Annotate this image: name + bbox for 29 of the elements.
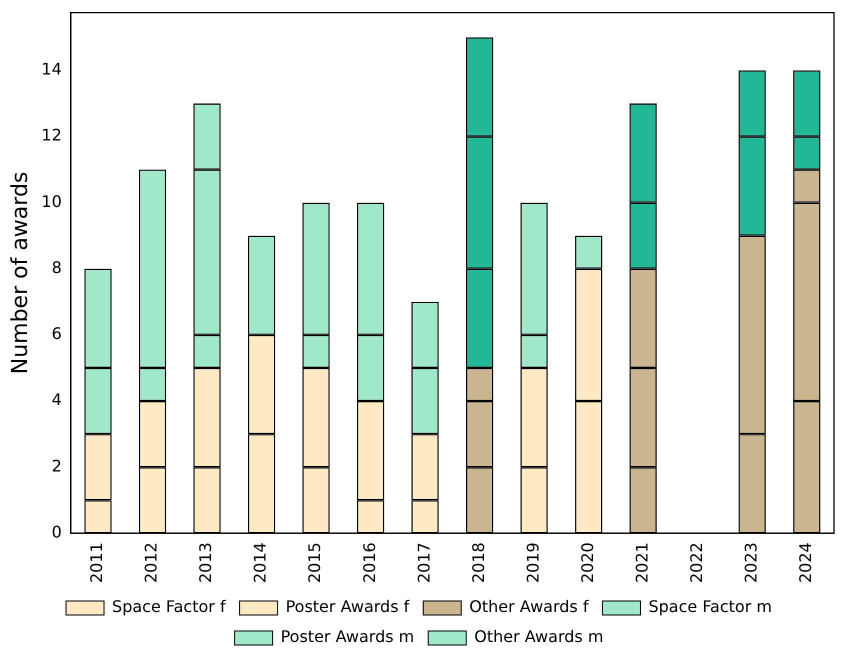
- x-tick-label: 2024: [796, 542, 815, 583]
- x-tick-label: 2013: [196, 542, 216, 583]
- y-tick-label: 2: [52, 456, 62, 476]
- y-tick-label: 6: [52, 324, 62, 344]
- legend-label: Poster Awards f: [286, 597, 410, 616]
- y-tick-label: 4: [52, 390, 62, 410]
- legend-label: Space Factor f: [112, 597, 226, 616]
- y-tick-label: 14: [41, 60, 62, 79]
- y-tick-label: 12: [41, 126, 62, 145]
- y-tick-label: 0: [52, 522, 62, 542]
- legend-label: Poster Awards m: [280, 627, 414, 646]
- x-tick-label: 2017: [414, 542, 434, 583]
- x-tick-label: 2011: [87, 542, 106, 583]
- x-tick-label: 2022: [686, 542, 706, 583]
- x-tick-label: 2023: [741, 542, 760, 583]
- y-axis-title: Number of awards: [8, 172, 33, 374]
- legend-label: Space Factor m: [648, 597, 772, 616]
- y-tick-label: 10: [41, 192, 62, 211]
- x-tick-label: 2019: [523, 542, 542, 583]
- x-tick-label: 2016: [360, 542, 379, 583]
- x-tick-label: 2021: [632, 542, 652, 583]
- x-tick-label: 2020: [578, 542, 597, 583]
- x-tick-label: 2018: [468, 542, 488, 583]
- x-tick-label: 2015: [305, 542, 324, 583]
- legend-label: Other Awards f: [469, 597, 589, 616]
- x-tick-label: 2012: [142, 542, 161, 583]
- x-tick-label: 2014: [250, 542, 270, 583]
- y-tick-label: 8: [52, 258, 62, 277]
- legend-label: Other Awards m: [474, 627, 604, 646]
